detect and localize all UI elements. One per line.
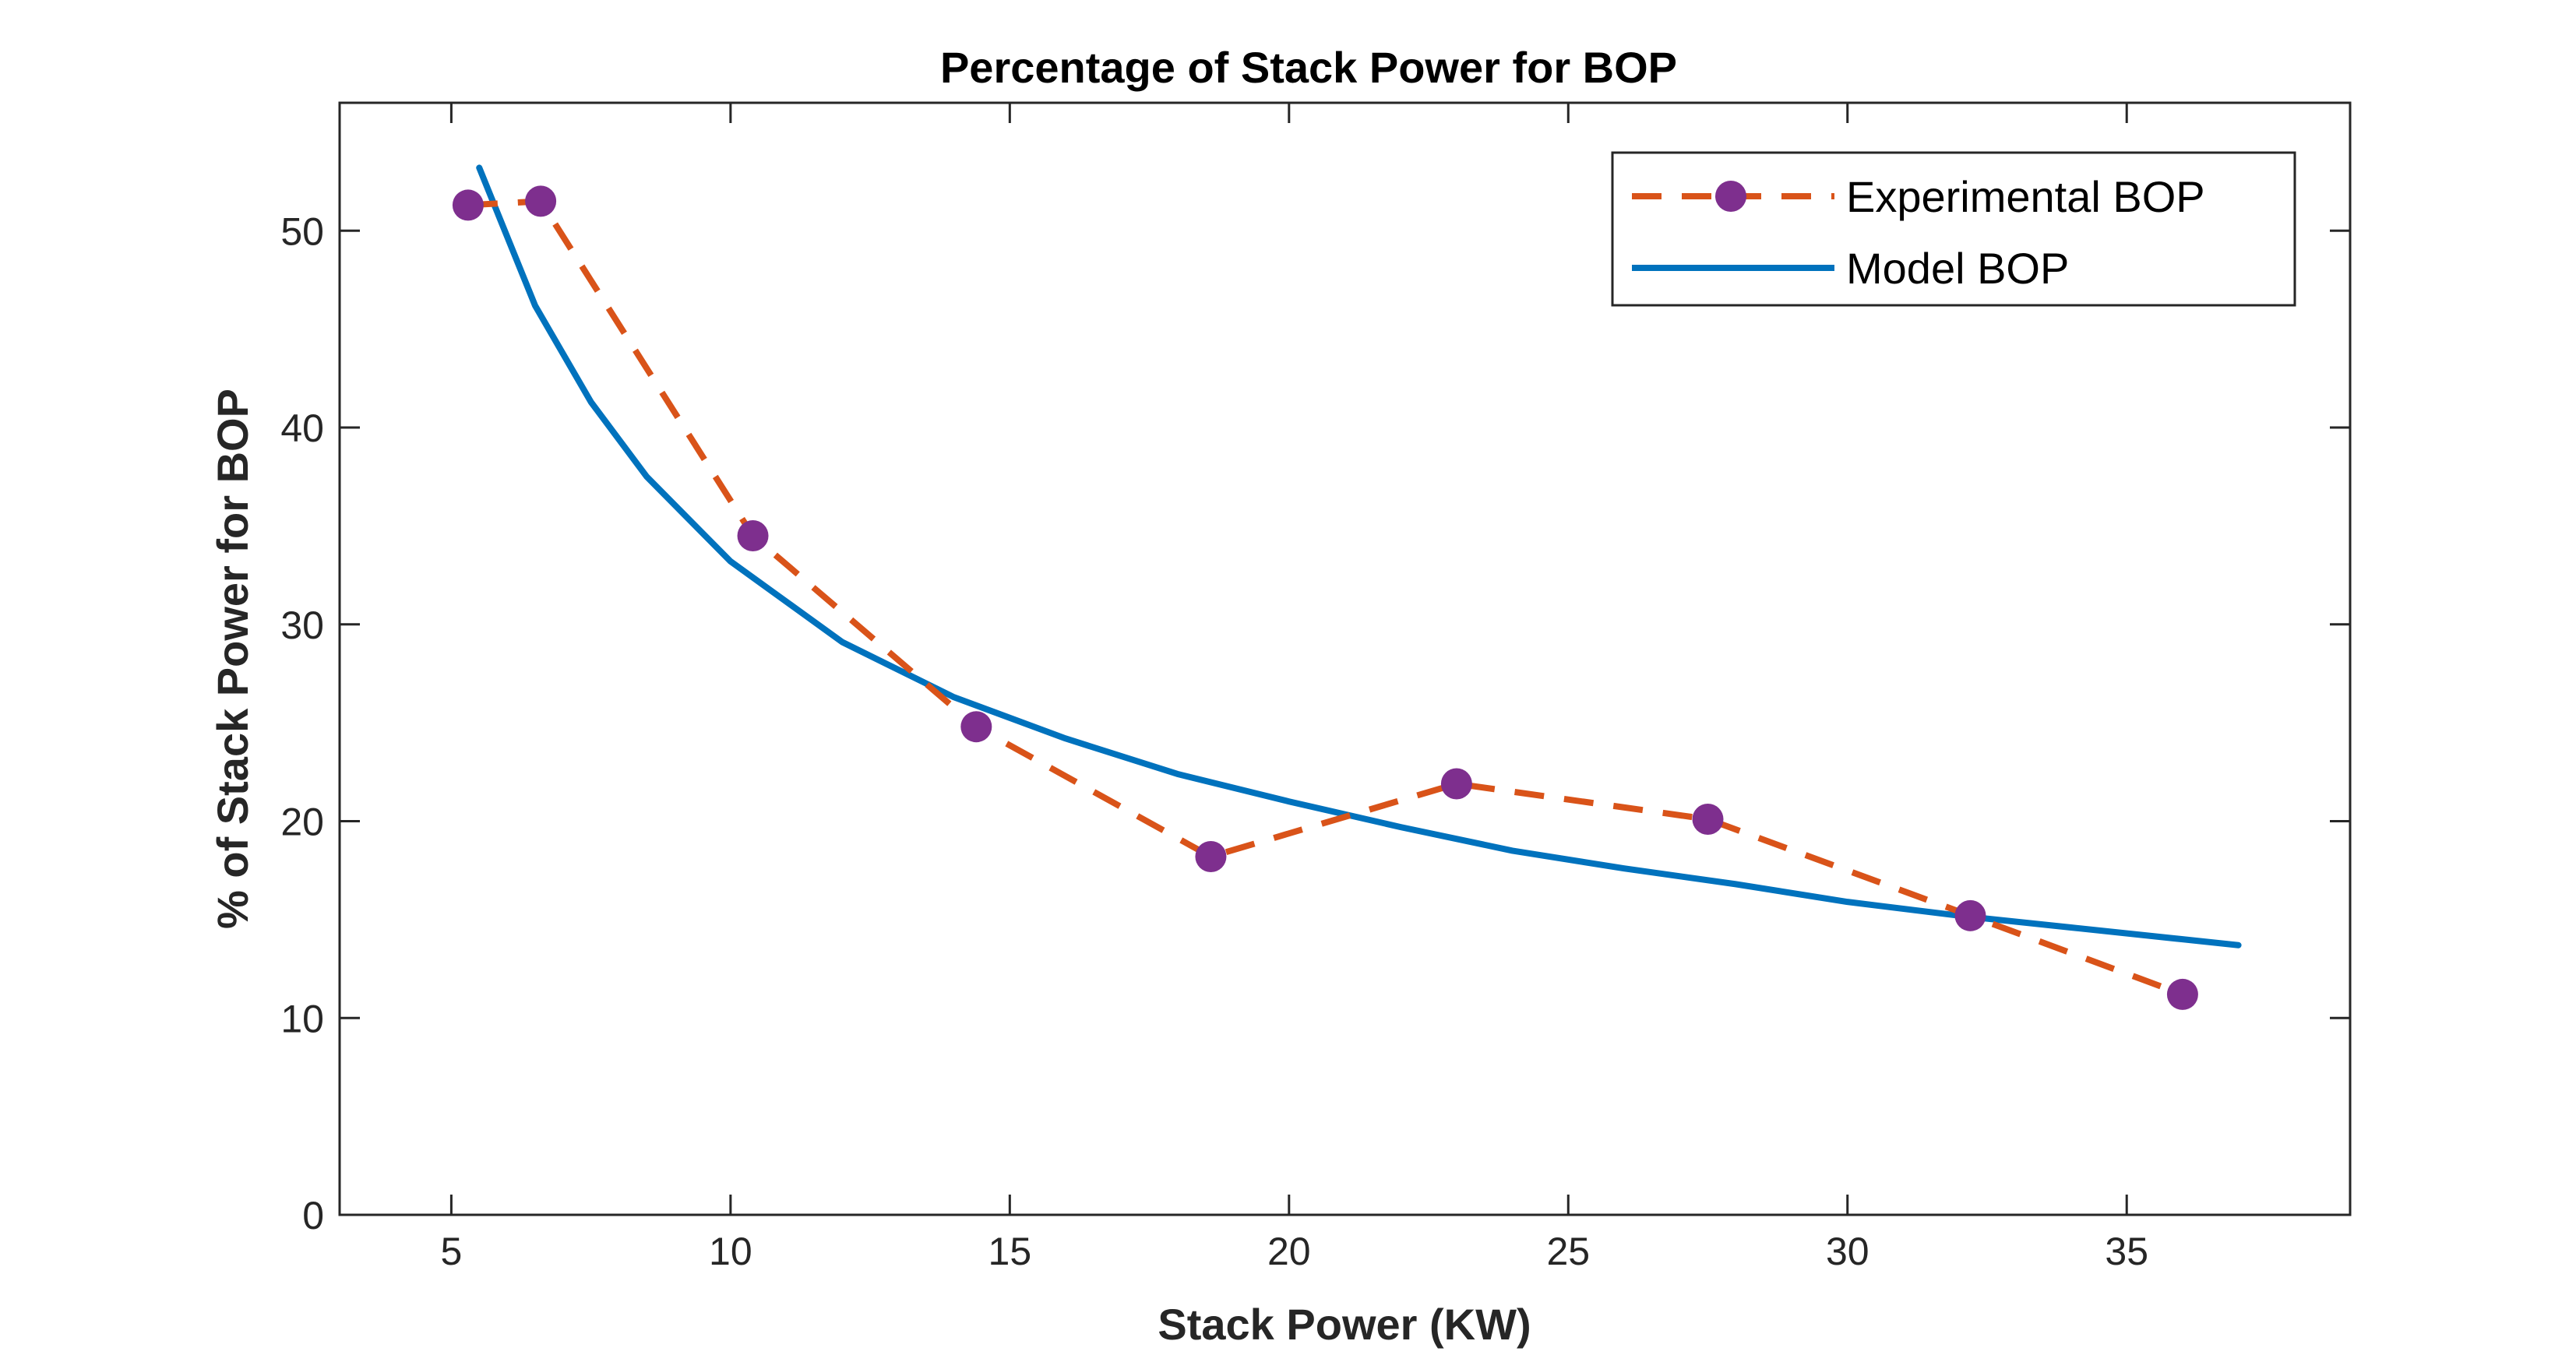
experimental-bop-point bbox=[2166, 978, 2198, 1010]
chart-title: Percentage of Stack Power for BOP bbox=[940, 43, 1677, 92]
x-tick-label: 25 bbox=[1546, 1230, 1590, 1273]
series-layer bbox=[452, 164, 2242, 1010]
x-tick-label: 20 bbox=[1267, 1230, 1311, 1273]
experimental-bop-point bbox=[1954, 899, 1986, 931]
legend-box bbox=[1611, 151, 2296, 307]
y-tick-label: 50 bbox=[280, 209, 324, 253]
experimental-bop-point bbox=[1195, 841, 1227, 873]
legend-experimental-marker bbox=[1715, 181, 1746, 212]
experimental-bop-point bbox=[525, 185, 557, 217]
legend-model-label: Model BOP bbox=[1846, 244, 2069, 293]
ticks bbox=[340, 103, 2350, 1216]
legend-experimental-label: Experimental BOP bbox=[1846, 172, 2205, 221]
series-experimental-bop-line bbox=[467, 198, 2184, 998]
x-tick-label: 5 bbox=[440, 1230, 462, 1273]
x-axis-label: Stack Power (KW) bbox=[1158, 1300, 1531, 1349]
y-axis-label: % of Stack Power for BOP bbox=[208, 389, 257, 929]
experimental-bop-point bbox=[452, 189, 484, 221]
tick-labels: 5 10 15 20 25 30 35 0 10 20 30 40 50 bbox=[280, 209, 2148, 1273]
y-tick-label: 10 bbox=[280, 997, 324, 1040]
y-tick-label: 30 bbox=[280, 604, 324, 647]
legend: Experimental BOP Model BOP bbox=[1611, 151, 2296, 307]
experimental-bop-point bbox=[737, 520, 769, 552]
experimental-bop-point bbox=[1440, 768, 1472, 800]
y-tick-label: 20 bbox=[280, 801, 324, 844]
x-tick-label: 15 bbox=[988, 1230, 1032, 1273]
experimental-bop-point bbox=[960, 711, 992, 743]
x-tick-label: 30 bbox=[1826, 1230, 1869, 1273]
y-tick-label: 0 bbox=[302, 1194, 324, 1237]
y-tick-label: 40 bbox=[280, 406, 324, 450]
experimental-bop-point bbox=[1692, 803, 1724, 835]
x-tick-label: 10 bbox=[709, 1230, 752, 1273]
x-tick-label: 35 bbox=[2105, 1230, 2148, 1273]
